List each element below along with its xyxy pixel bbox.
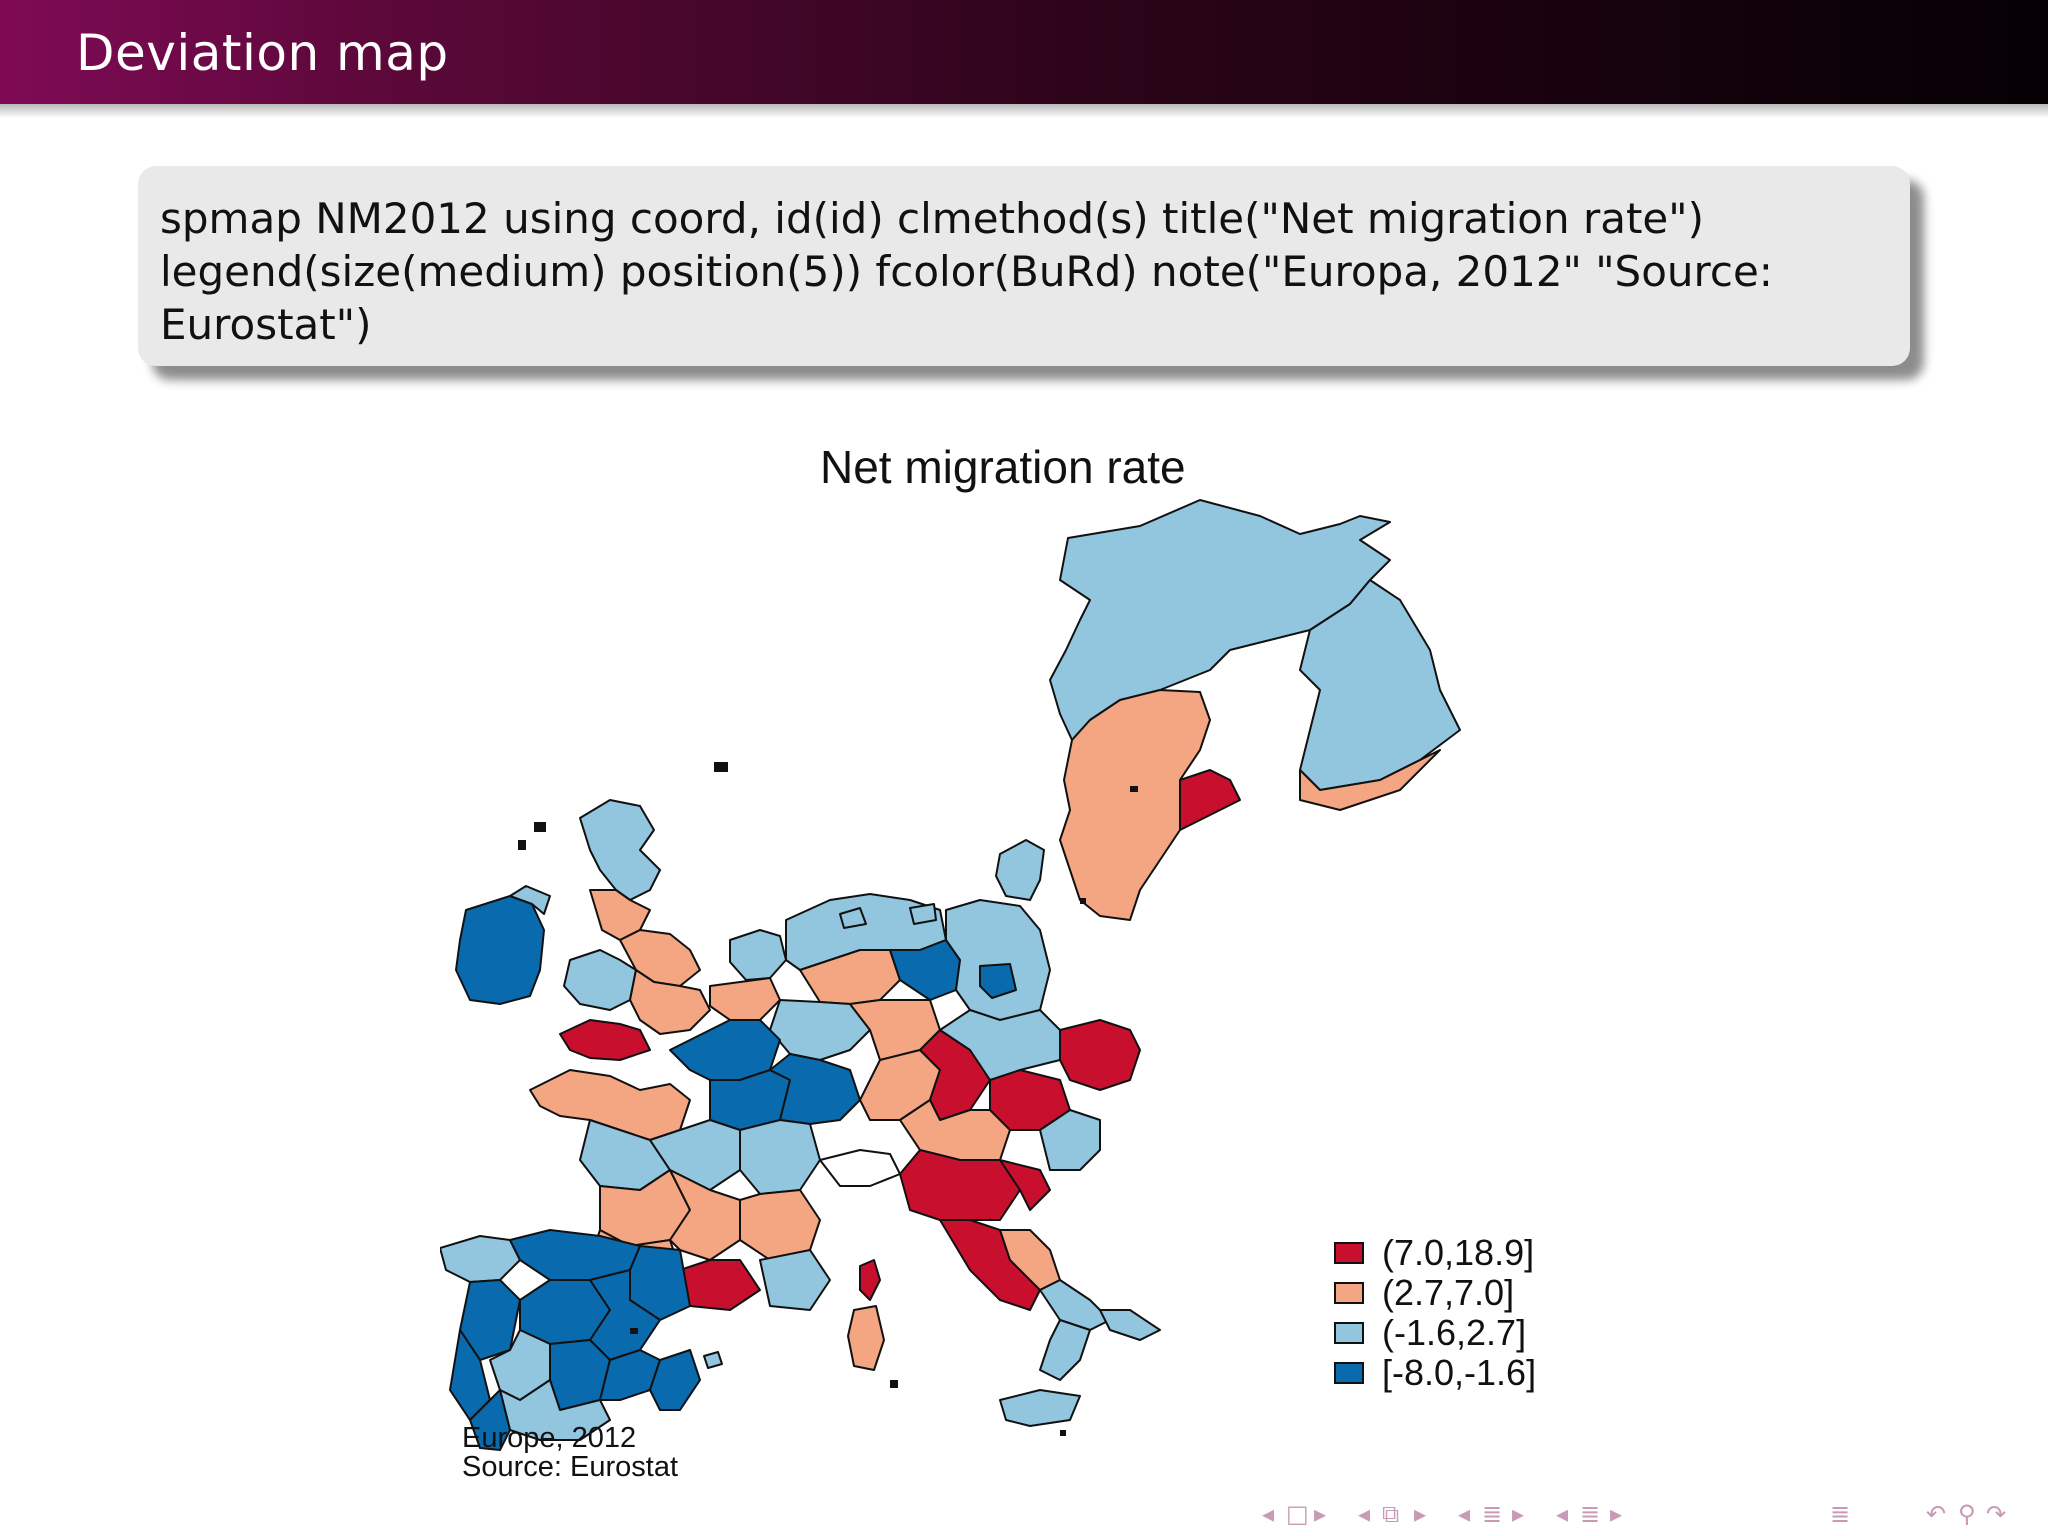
arrow-right-icon[interactable]: ▸ xyxy=(1314,1500,1327,1528)
region xyxy=(889,939,961,1001)
island-mark xyxy=(1080,898,1086,904)
legend-label: (7.0,18.9] xyxy=(1382,1232,1535,1273)
region xyxy=(1179,769,1241,831)
region xyxy=(1059,689,1211,921)
arrow-left-icon[interactable]: ◂ xyxy=(1262,1500,1275,1528)
legend-swatch xyxy=(1334,1362,1364,1384)
europe-choropleth-map xyxy=(440,430,1600,1490)
region xyxy=(559,1019,651,1061)
frame-title-bar xyxy=(0,0,2048,104)
outline-icon[interactable]: ≣ xyxy=(1830,1500,1851,1528)
region xyxy=(899,1149,1021,1221)
subsection-icon[interactable]: ⧉ xyxy=(1382,1500,1400,1528)
legend-label: (2.7,7.0] xyxy=(1382,1272,1515,1313)
legend-swatch xyxy=(1334,1322,1364,1344)
region xyxy=(1059,1019,1141,1091)
island-mark xyxy=(1060,1430,1066,1436)
arrow-right-icon[interactable]: ▸ xyxy=(1414,1500,1427,1528)
arrow-left-icon[interactable]: ◂ xyxy=(1358,1500,1371,1528)
region xyxy=(1049,499,1391,741)
code-line: Eurostat") xyxy=(160,300,372,349)
region xyxy=(1039,1279,1111,1331)
region xyxy=(440,1235,521,1283)
note-line: Europe, 2012 xyxy=(462,1422,637,1454)
region xyxy=(859,1259,881,1301)
region xyxy=(759,1249,831,1311)
region xyxy=(999,1389,1081,1427)
code-block xyxy=(138,166,1910,366)
region xyxy=(839,907,867,929)
region xyxy=(679,1259,761,1311)
arrow-left-icon[interactable]: ◂ xyxy=(1458,1500,1471,1528)
code-line: spmap NM2012 using coord, id(id) clmetho… xyxy=(160,194,1704,243)
region xyxy=(909,903,937,925)
region xyxy=(579,799,661,901)
island-marks xyxy=(518,762,1138,1436)
region xyxy=(499,1379,611,1441)
island-mark xyxy=(630,1328,638,1334)
region xyxy=(1039,1319,1091,1381)
region xyxy=(819,1149,901,1187)
island-mark xyxy=(1130,786,1138,792)
legend-swatch xyxy=(1334,1242,1364,1264)
region xyxy=(509,885,551,915)
island-mark xyxy=(714,762,728,772)
region xyxy=(769,1053,861,1125)
region xyxy=(649,1349,701,1411)
region xyxy=(999,1159,1051,1211)
region xyxy=(995,839,1045,901)
section-icon[interactable]: ≣ xyxy=(1482,1500,1503,1528)
region xyxy=(709,977,781,1021)
island-mark xyxy=(518,840,526,850)
region xyxy=(669,1019,781,1081)
legend-label: [-8.0,-1.6] xyxy=(1382,1352,1537,1393)
island-mark xyxy=(890,1380,898,1388)
frame-icon[interactable]: □ xyxy=(1286,1500,1309,1528)
section-icon[interactable]: ≣ xyxy=(1580,1500,1601,1528)
frame-title: Deviation map xyxy=(76,24,449,82)
code-text: spmap NM2012 using coord, id(id) clmetho… xyxy=(160,192,1900,351)
region xyxy=(729,929,787,981)
arrow-right-icon[interactable]: ▸ xyxy=(1610,1500,1623,1528)
region xyxy=(563,949,637,1011)
arrow-right-icon[interactable]: ▸ xyxy=(1512,1500,1525,1528)
region xyxy=(739,1119,821,1195)
map-svg xyxy=(440,499,1461,1451)
region xyxy=(979,963,1017,999)
code-line: legend(size(medium) position(5)) fcolor(… xyxy=(160,247,1773,296)
search-icon[interactable]: ⚲ xyxy=(1958,1500,1976,1528)
region xyxy=(469,1389,511,1451)
arrow-left-icon[interactable]: ◂ xyxy=(1556,1500,1569,1528)
region xyxy=(1099,1309,1161,1341)
island-mark xyxy=(534,822,546,832)
note-line: Source: Eurostat xyxy=(462,1451,678,1483)
legend-swatch xyxy=(1334,1282,1364,1304)
region xyxy=(945,899,1051,1021)
redo-icon[interactable]: ↷ xyxy=(1986,1500,2007,1528)
region xyxy=(1039,1109,1101,1171)
map-title: Net migration rate xyxy=(820,441,1186,493)
map-note: Europe, 2012 Source: Eurostat xyxy=(462,1424,678,1482)
title-bar-shadow xyxy=(0,104,2048,118)
region xyxy=(703,1351,723,1369)
region xyxy=(629,969,711,1035)
region xyxy=(455,895,545,1005)
region xyxy=(847,1305,885,1371)
region xyxy=(739,1189,821,1261)
region xyxy=(1299,749,1441,811)
map-regions xyxy=(440,499,1461,1451)
legend-label: (-1.6,2.7] xyxy=(1382,1312,1527,1353)
region xyxy=(589,889,651,941)
undo-icon[interactable]: ↶ xyxy=(1926,1500,1947,1528)
